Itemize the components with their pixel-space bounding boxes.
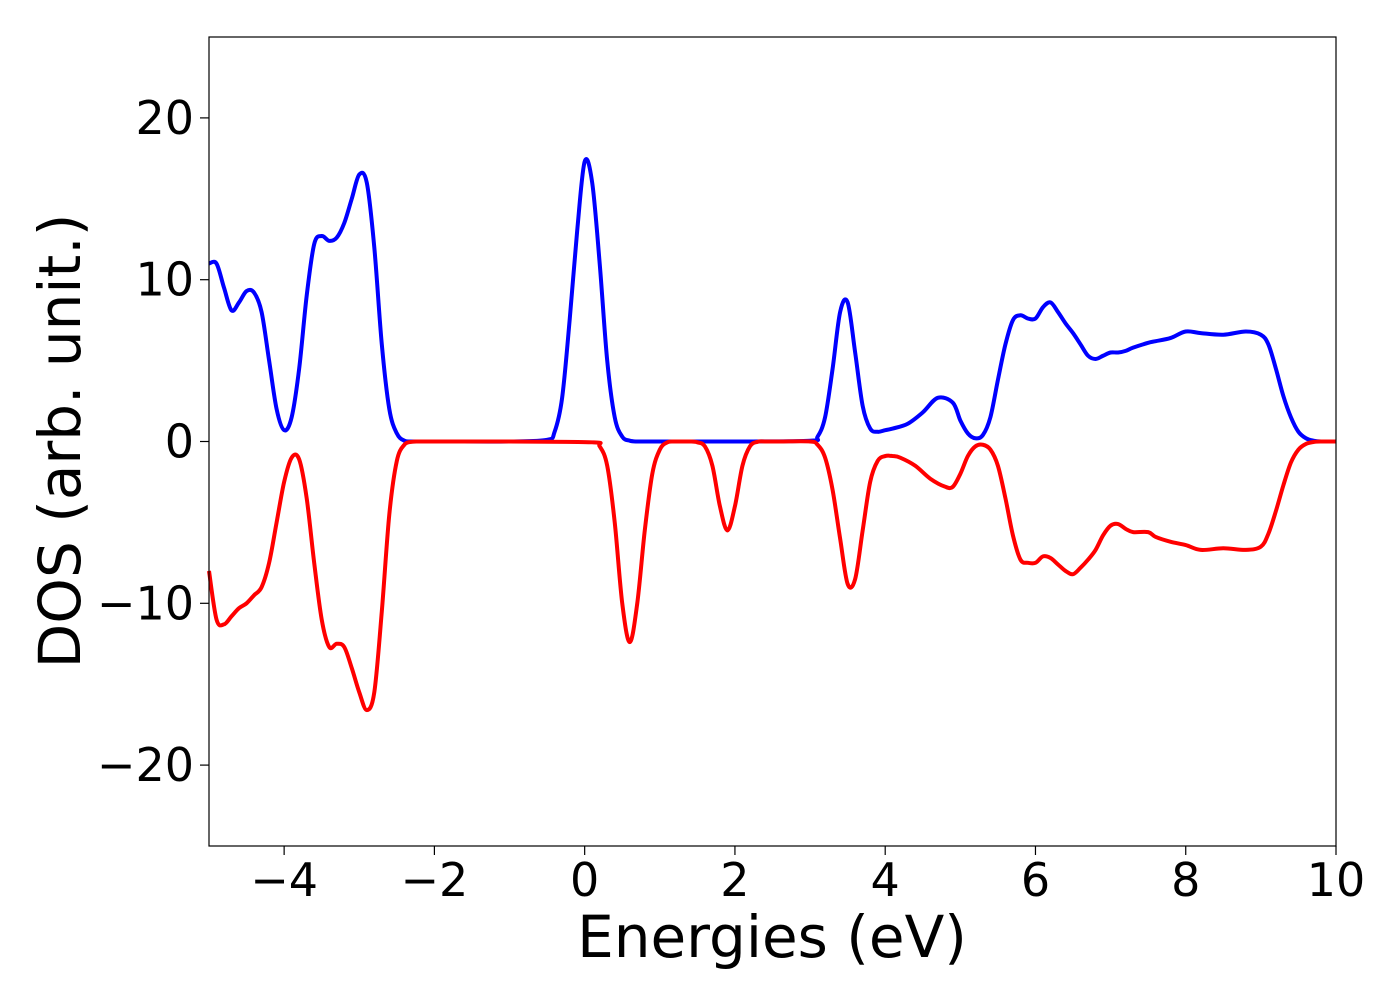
series-line-0 [208, 157, 1337, 444]
series-line-1 [207, 439, 1337, 713]
y-axis-title: DOS (arb. unit.) [26, 214, 94, 669]
x-tick-label: 8 [1171, 853, 1200, 907]
x-axis: −4 −2 0 2 4 6 8 10 [250, 846, 1365, 907]
x-tick-label: −4 [250, 853, 318, 907]
series-layer [207, 157, 1337, 713]
x-tick-label: 10 [1307, 853, 1366, 907]
x-tick-label: −2 [400, 853, 468, 907]
x-axis-title: Energies (eV) [577, 903, 967, 971]
x-tick-label: 2 [720, 853, 749, 907]
y-axis: −20 −10 0 10 20 [97, 91, 209, 792]
y-tick-label: −20 [97, 738, 194, 792]
x-tick-label: 6 [1021, 853, 1050, 907]
x-tick-label: 0 [570, 853, 599, 907]
y-tick-label: 20 [135, 91, 194, 145]
y-tick-label: 0 [165, 415, 194, 469]
x-tick-label: 4 [871, 853, 900, 907]
y-tick-label: 10 [135, 253, 194, 307]
y-tick-label: −10 [97, 576, 194, 630]
